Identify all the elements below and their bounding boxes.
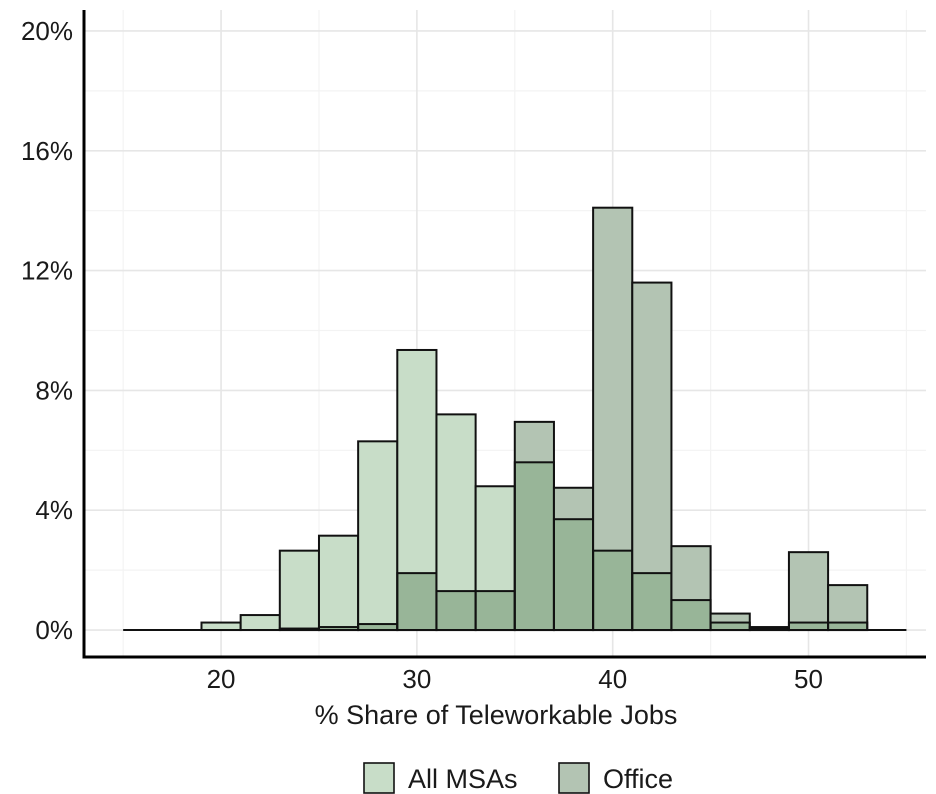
x-axis-title: % Share of Teleworkable Jobs [315, 700, 678, 730]
x-tick-label: 30 [402, 664, 431, 694]
bar-fill-overlap [553, 519, 594, 631]
bar-fill-top [240, 615, 280, 631]
bar-fill-overlap [358, 624, 398, 631]
x-tick-label: 50 [794, 664, 823, 694]
bar-fill-top [788, 552, 829, 631]
y-tick-label: 20% [21, 16, 73, 46]
bar-fill-overlap [436, 591, 476, 631]
legend-item: All MSAs [363, 762, 518, 794]
y-tick-label: 8% [35, 375, 73, 405]
bar-fill-overlap [788, 622, 829, 631]
legend-label: All MSAs [408, 764, 518, 794]
axes-lines [82, 10, 926, 659]
x-tick-label: 20 [207, 664, 236, 694]
legend: All MSAs Office [363, 762, 673, 794]
y-tick-label: 16% [21, 136, 73, 166]
bar-fill-overlap [671, 600, 711, 631]
bar-fill-overlap [632, 573, 672, 631]
bar-fill-top [318, 535, 359, 631]
y-tick-label: 4% [35, 495, 73, 525]
y-tick-label: 0% [35, 615, 73, 645]
bar-fill-overlap [828, 622, 868, 631]
bar-fill-top [358, 441, 398, 631]
x-tick-label: 40 [598, 664, 627, 694]
bar-fill-overlap [710, 622, 750, 631]
y-tick-labels: 0% 4% 8% 12% 16% 20% [21, 16, 73, 645]
bar-fill-top [279, 550, 319, 631]
bar-fill-top [201, 622, 241, 631]
bar-fill-overlap [397, 573, 437, 631]
legend-item: Office [558, 762, 673, 794]
bar-fill-overlap [318, 627, 359, 631]
y-tick-label: 12% [21, 256, 73, 286]
legend-label: Office [603, 764, 673, 794]
bar-fill-overlap [514, 462, 554, 631]
legend-swatch [363, 762, 395, 794]
x-tick-labels: 20 30 40 50 [207, 664, 823, 694]
bar-fill-overlap [475, 591, 515, 631]
histogram-bars [200, 206, 869, 632]
legend-swatch [558, 762, 590, 794]
bar-fill-overlap [593, 550, 633, 631]
